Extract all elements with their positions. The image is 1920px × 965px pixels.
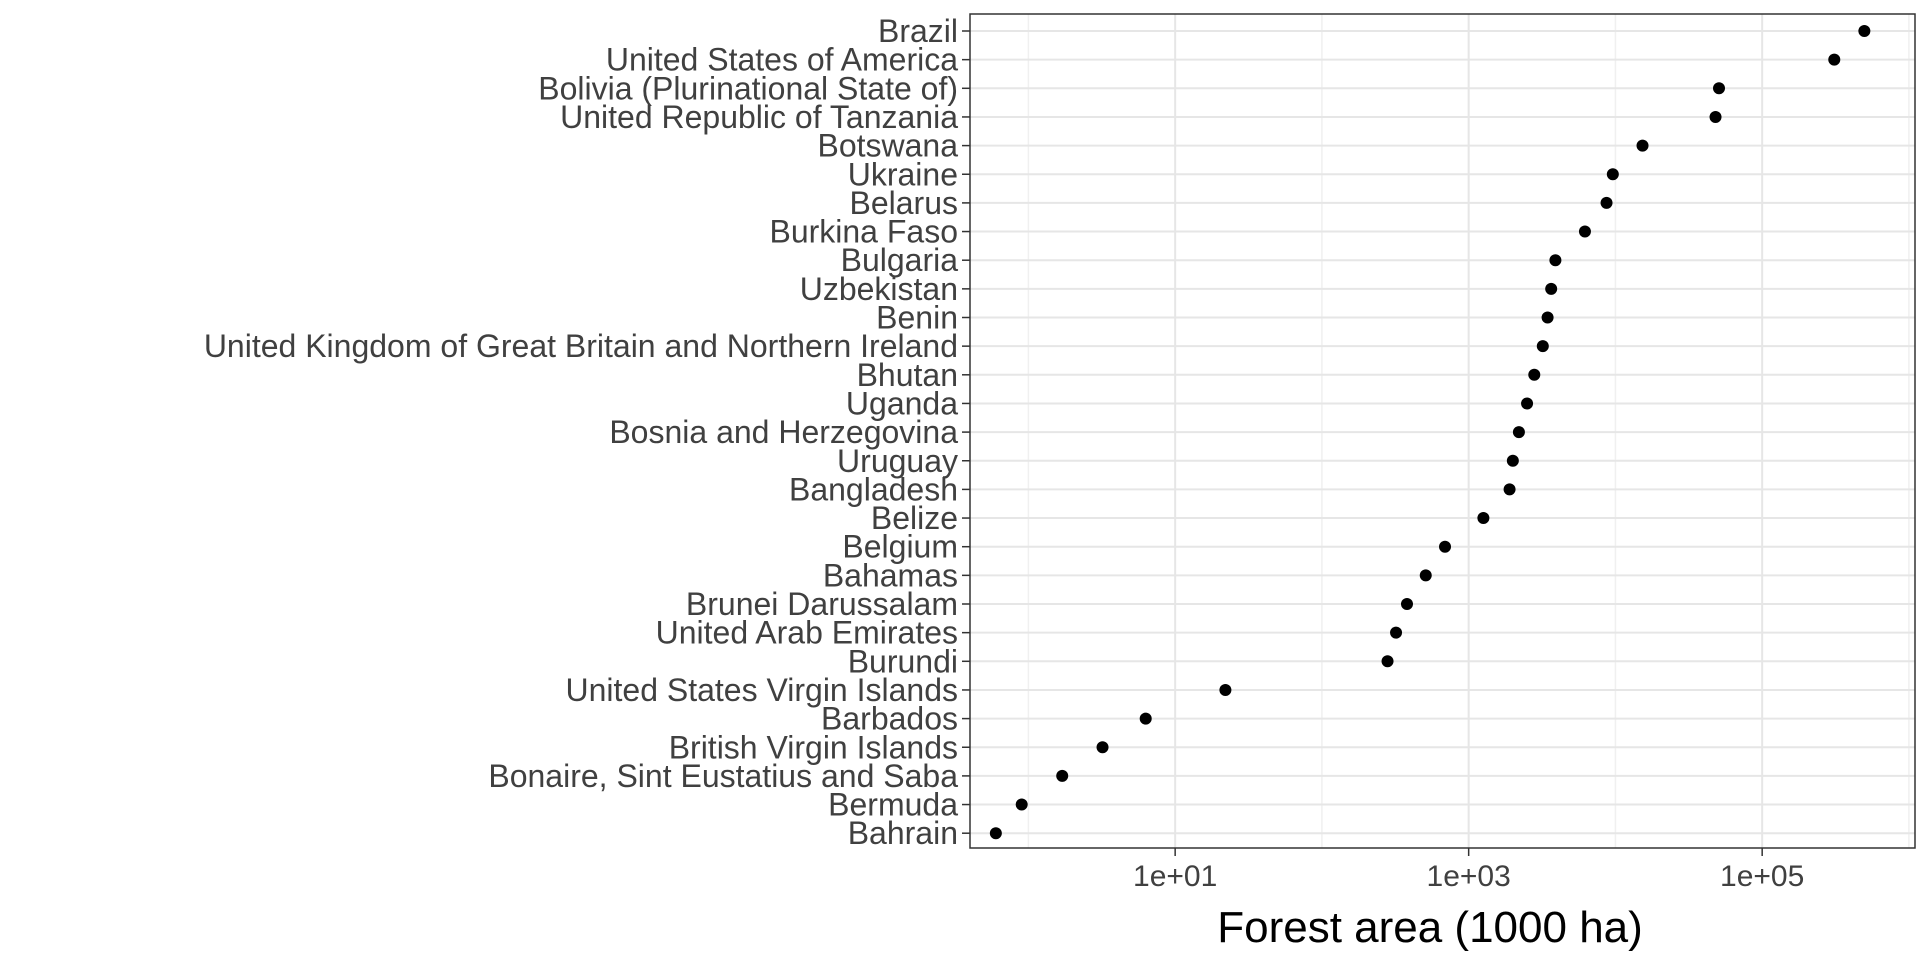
y-tick-label: Bosnia and Herzegovina [609, 414, 958, 450]
x-tick-label: 1e+05 [1720, 860, 1804, 893]
data-point [1439, 540, 1452, 553]
y-tick-label: Burkina Faso [769, 214, 958, 250]
y-tick-label: Bhutan [857, 357, 958, 393]
y-tick-label: Ukraine [848, 156, 958, 192]
data-point [1858, 25, 1871, 37]
data-point [1578, 225, 1591, 238]
y-tick-label: Bonaire, Sint Eustatius and Saba [488, 758, 958, 794]
data-point [1390, 626, 1403, 639]
y-tick-label: United States Virgin Islands [565, 672, 958, 708]
data-point [1015, 798, 1028, 811]
y-tick-label: Belize [871, 500, 958, 536]
y-tick-label: Bolivia (Plurinational State of) [538, 70, 958, 106]
y-tick-label: United Kingdom of Great Britain and Nort… [204, 328, 958, 364]
panel-border [969, 13, 1916, 849]
data-point [1056, 769, 1069, 782]
data-point [1521, 397, 1534, 410]
y-tick-label: Uganda [846, 385, 958, 421]
x-axis: 1e+01 1e+03 1e+05 [1133, 848, 1804, 893]
data-point [1536, 340, 1549, 353]
y-tick-label: Bermuda [828, 787, 958, 823]
x-tick-label: 1e+01 [1133, 860, 1217, 893]
y-tick-label: Bahamas [823, 557, 958, 593]
y-tick-label: United Republic of Tanzania [560, 99, 958, 135]
y-tick-label: Bangladesh [789, 471, 958, 507]
y-tick-label: Brazil [878, 13, 958, 49]
data-point [1219, 683, 1232, 696]
data-point [1477, 512, 1490, 525]
y-tick-label: Bulgaria [841, 242, 959, 278]
data-point [1528, 368, 1541, 381]
data-point [1709, 110, 1722, 123]
data-point [1713, 82, 1726, 95]
x-tick-label: 1e+03 [1427, 860, 1511, 893]
data-point [1512, 426, 1525, 439]
y-tick-label: Benin [876, 300, 958, 336]
y-tick-label: British Virgin Islands [669, 729, 958, 765]
data-point [1541, 311, 1554, 324]
data-point [1506, 454, 1519, 467]
data-points [989, 25, 1871, 840]
y-tick-label: Uruguay [837, 443, 958, 479]
y-tick-label: Botswana [817, 128, 958, 164]
y-tick-label: Belarus [850, 185, 959, 221]
data-point [1636, 139, 1649, 152]
y-tick-label: United Arab Emirates [656, 615, 958, 651]
data-point [989, 827, 1002, 840]
data-point [1606, 168, 1619, 181]
y-tick-label: Brunei Darussalam [686, 586, 958, 622]
x-axis-title: Forest area (1000 ha) [1217, 903, 1643, 952]
grid [970, 14, 1915, 848]
data-point [1600, 196, 1613, 209]
y-tick-label: Belgium [842, 529, 958, 565]
y-tick-label: Uzbekistan [800, 271, 958, 307]
y-tick-label: Barbados [821, 701, 958, 737]
data-point [1545, 282, 1558, 295]
y-tick-label: Bahrain [848, 815, 958, 851]
data-point [1828, 53, 1841, 66]
data-point [1400, 598, 1413, 610]
data-point [1549, 254, 1562, 267]
data-point [1419, 569, 1432, 582]
y-tick-label: United States of America [606, 42, 958, 78]
data-point [1381, 655, 1394, 668]
plot-panel [969, 13, 1916, 849]
data-point [1096, 741, 1109, 754]
data-point [1139, 712, 1152, 725]
data-point [1503, 483, 1516, 496]
y-tick-label: Burundi [848, 643, 958, 679]
